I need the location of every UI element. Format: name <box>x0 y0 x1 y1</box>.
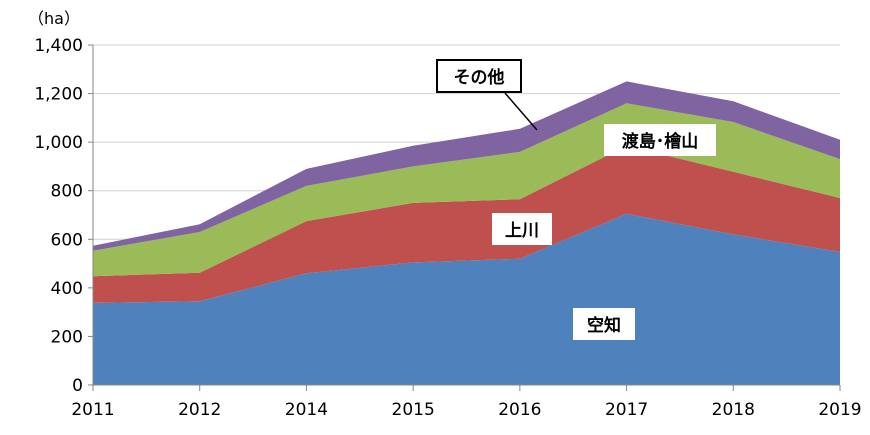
area-空知 <box>93 213 840 385</box>
x-tick-label: 2016 <box>498 400 541 420</box>
x-tick-label: 2019 <box>818 400 861 420</box>
series-label-text: 上川 <box>505 221 539 241</box>
leader-line <box>504 92 538 131</box>
series-label-box <box>492 213 552 245</box>
y-tick-label: 200 <box>51 327 83 347</box>
series-label-その他: その他 <box>436 59 522 93</box>
y-tick-labels: 0 200 400 600 800 1,000 1,200 1,400 <box>34 36 83 396</box>
series-labels: 空知 上川 渡島･檜山 その他 <box>436 59 716 340</box>
series-label-text: その他 <box>454 67 505 88</box>
x-tick-label: 2012 <box>178 400 221 420</box>
x-tick-label: 2011 <box>71 400 114 420</box>
area-series <box>93 81 840 385</box>
series-label-box <box>604 124 716 156</box>
y-tick-label: 1,200 <box>34 85 83 105</box>
y-tick-label: 400 <box>51 279 83 299</box>
series-label-box <box>573 308 635 340</box>
y-unit-label: （ha） <box>28 9 80 28</box>
series-label-text: 空知 <box>587 315 621 336</box>
x-tick-labels: 2011 2012 2014 2015 2016 2017 2018 2019 <box>71 400 861 420</box>
series-label-渡島･檜山: 渡島･檜山 <box>604 124 716 156</box>
axes <box>88 44 841 391</box>
x-tick-label: 2017 <box>605 400 648 420</box>
series-label-box <box>436 59 522 93</box>
area-その他 <box>93 81 840 251</box>
x-tick-label: 2018 <box>712 400 755 420</box>
y-tick-label: 0 <box>72 376 83 396</box>
area-上川 <box>93 145 840 303</box>
y-tick-label: 1,000 <box>34 133 83 153</box>
x-tick-label: 2014 <box>285 400 328 420</box>
series-label-空知: 空知 <box>573 308 635 340</box>
series-label-上川: 上川 <box>492 213 552 245</box>
y-tick-label: 1,400 <box>34 36 83 56</box>
y-tick-label: 800 <box>51 182 83 202</box>
x-tick-label: 2015 <box>392 400 435 420</box>
series-label-text: 渡島･檜山 <box>622 131 699 152</box>
y-tick-label: 600 <box>51 230 83 250</box>
